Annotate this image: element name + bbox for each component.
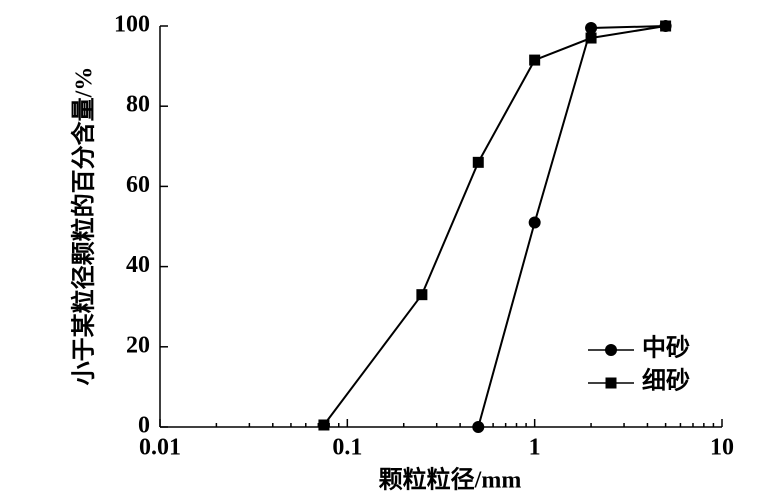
marker bbox=[472, 421, 485, 433]
y-tick-label: 80 bbox=[126, 92, 150, 118]
legend-marker bbox=[605, 344, 617, 356]
marker bbox=[528, 216, 541, 229]
legend-label: 中砂 bbox=[642, 335, 690, 362]
y-axis-label: 小于某粒径颗粒的百分含量/% bbox=[70, 67, 98, 386]
marker bbox=[660, 20, 672, 32]
marker bbox=[472, 156, 484, 168]
y-tick-label: 100 bbox=[114, 12, 150, 38]
data-line bbox=[477, 25, 666, 428]
y-tick-label: 0 bbox=[138, 413, 150, 439]
marker bbox=[529, 54, 541, 66]
x-tick-label: 0.1 bbox=[332, 435, 362, 461]
data-line bbox=[323, 25, 666, 426]
x-tick-label: 0.01 bbox=[139, 435, 181, 461]
marker bbox=[318, 419, 330, 431]
marker bbox=[416, 289, 428, 301]
y-tick-label: 60 bbox=[126, 172, 150, 198]
x-tick-label: 1 bbox=[529, 435, 541, 461]
x-tick-label: 10 bbox=[710, 435, 734, 461]
y-tick-label: 20 bbox=[126, 332, 150, 358]
x-axis-label: 颗粒粒径/mm bbox=[379, 466, 522, 494]
marker bbox=[585, 22, 598, 35]
legend-label: 细砂 bbox=[642, 367, 690, 395]
y-tick-label: 40 bbox=[126, 252, 150, 278]
marker bbox=[585, 32, 597, 44]
legend-marker bbox=[605, 377, 617, 389]
